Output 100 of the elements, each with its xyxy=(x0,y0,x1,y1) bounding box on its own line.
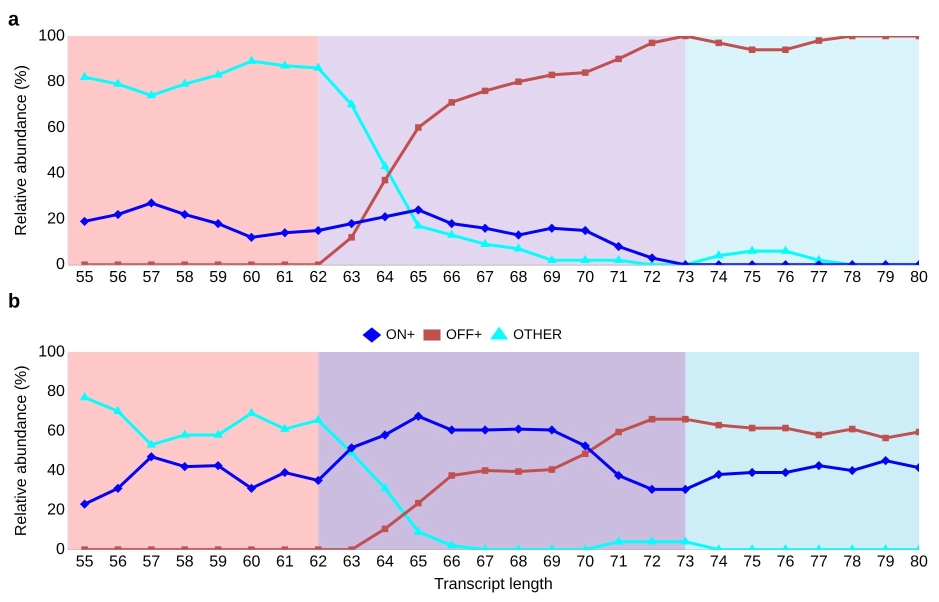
point xyxy=(648,254,656,262)
point xyxy=(380,212,389,221)
point xyxy=(648,416,656,422)
point xyxy=(180,462,189,471)
point xyxy=(80,393,88,400)
point xyxy=(748,468,756,477)
y-tick-label: 60 xyxy=(47,118,65,136)
point xyxy=(715,40,722,46)
point xyxy=(448,472,455,479)
x-tick-label: 65 xyxy=(409,554,428,571)
point xyxy=(147,452,156,461)
point xyxy=(348,220,356,228)
x-tick-label: 60 xyxy=(242,554,260,571)
point xyxy=(514,231,522,240)
point xyxy=(648,40,656,46)
point xyxy=(214,462,222,470)
point xyxy=(648,485,656,494)
point xyxy=(414,206,422,214)
y-tick-label: 20 xyxy=(47,210,65,228)
x-tick-label: 62 xyxy=(309,554,328,571)
point xyxy=(414,412,422,420)
x-tick-label: 64 xyxy=(376,268,394,286)
point xyxy=(782,424,789,432)
point xyxy=(715,422,722,428)
x-tick-label: 77 xyxy=(810,268,828,286)
x-tick-label: 55 xyxy=(76,268,94,286)
x-tick-label: 68 xyxy=(510,554,528,571)
point xyxy=(481,224,490,232)
point xyxy=(314,226,322,234)
point xyxy=(514,425,522,434)
x-tick-label: 79 xyxy=(876,268,895,286)
point xyxy=(114,210,122,218)
x-tick-label: 67 xyxy=(476,268,494,286)
x-tick-label: 64 xyxy=(376,554,394,571)
point xyxy=(582,450,588,458)
y-tick-label: 40 xyxy=(47,462,65,479)
point xyxy=(382,176,388,184)
x-tick-label: 59 xyxy=(209,554,228,571)
point xyxy=(515,78,522,86)
point xyxy=(147,199,156,208)
point xyxy=(848,426,856,432)
x-tick-label: 56 xyxy=(109,268,127,286)
y-tick-label: 0 xyxy=(56,256,65,274)
x-tick-label: 70 xyxy=(576,268,594,286)
y-tick-label: 100 xyxy=(38,27,65,44)
x-tick-label: 78 xyxy=(843,554,862,571)
point xyxy=(448,99,455,106)
chart-title: b xyxy=(8,290,20,313)
x-tick-label: 58 xyxy=(176,268,194,286)
y-axis-title: Relative abundance (%) xyxy=(13,65,30,236)
x-tick-label: 55 xyxy=(76,554,94,571)
legend-label: ON+ xyxy=(386,326,416,342)
x-tick-label: 57 xyxy=(142,554,160,571)
point xyxy=(681,485,690,494)
x-tick-label: 59 xyxy=(209,268,228,286)
point xyxy=(80,500,89,508)
point xyxy=(214,430,222,438)
point xyxy=(247,484,256,492)
point xyxy=(816,37,822,44)
x-axis-title: Transcript length xyxy=(434,576,553,593)
x-tick-label: 62 xyxy=(309,268,328,286)
x-tick-label: 76 xyxy=(776,554,794,571)
x-tick-label: 71 xyxy=(610,268,628,286)
point xyxy=(80,217,89,226)
x-tick-label: 68 xyxy=(510,268,528,286)
point xyxy=(448,426,456,434)
point xyxy=(748,424,756,432)
point xyxy=(548,426,556,434)
x-tick-label: 69 xyxy=(542,554,561,571)
x-tick-label: 57 xyxy=(142,268,160,286)
point xyxy=(482,467,488,474)
point xyxy=(482,88,488,94)
point xyxy=(614,242,623,250)
x-tick-label: 75 xyxy=(743,554,762,571)
point xyxy=(380,430,389,439)
point xyxy=(382,526,388,532)
point xyxy=(615,428,622,436)
point xyxy=(148,91,155,98)
point xyxy=(348,234,355,241)
y-tick-label: 60 xyxy=(47,422,65,440)
x-tick-label: 58 xyxy=(176,554,194,571)
x-tick-label: 73 xyxy=(676,268,694,286)
point xyxy=(882,456,890,465)
y-tick-label: 20 xyxy=(47,501,65,518)
point xyxy=(581,226,590,234)
x-tick-label: 74 xyxy=(710,554,728,571)
x-tick-label: 80 xyxy=(910,554,928,571)
x-tick-label: 67 xyxy=(476,554,494,571)
x-tick-label: 77 xyxy=(810,554,828,571)
y-axis-title: Relative abundance (%) xyxy=(13,365,30,536)
x-tick-label: 76 xyxy=(776,268,794,286)
x-tick-label: 61 xyxy=(276,554,294,571)
x-tick-label: 71 xyxy=(610,554,628,571)
point xyxy=(114,484,122,492)
point xyxy=(280,228,289,237)
x-tick-label: 72 xyxy=(643,554,661,571)
point xyxy=(714,470,723,479)
y-tick-label: 80 xyxy=(47,382,65,400)
point xyxy=(314,476,322,484)
x-tick-label: 78 xyxy=(843,268,862,286)
